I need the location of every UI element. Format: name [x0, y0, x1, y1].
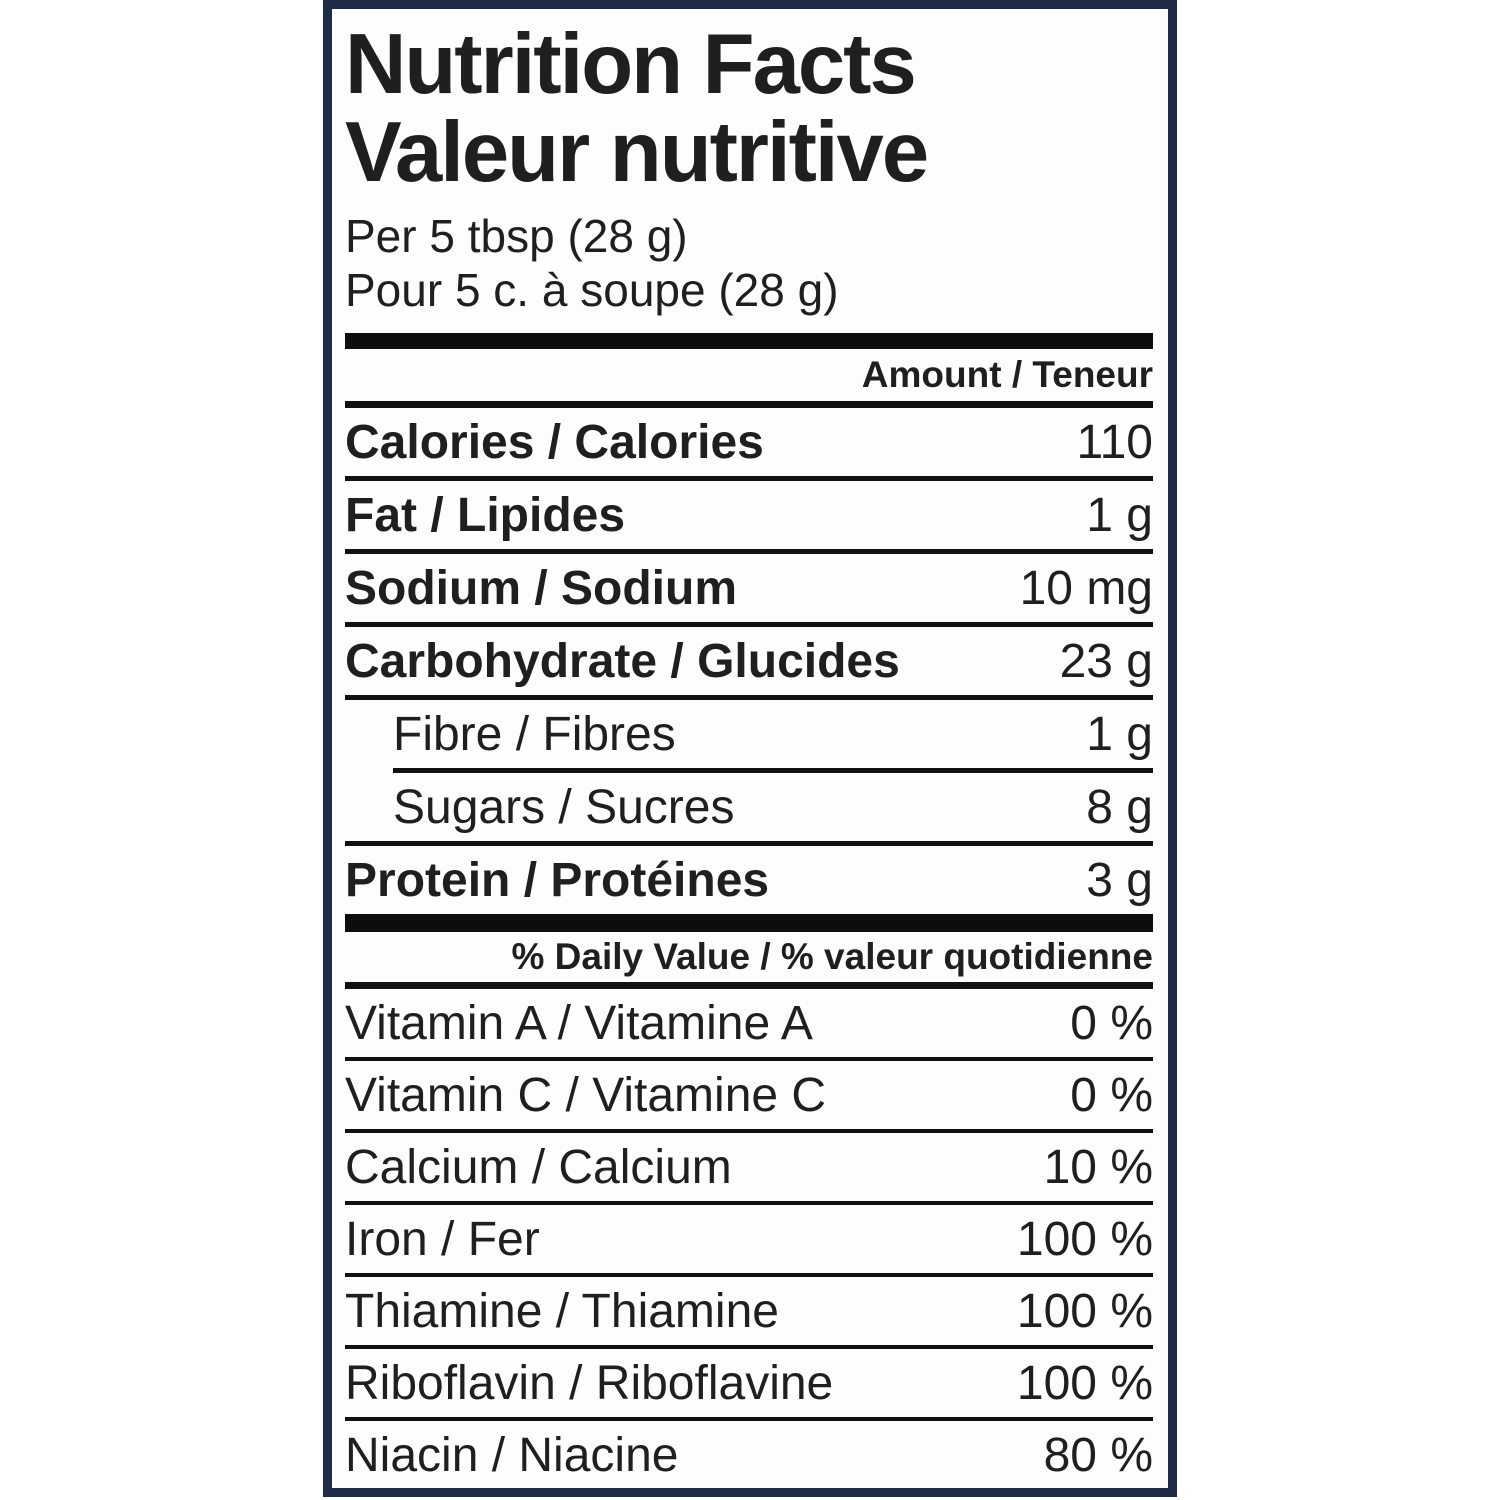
- row-sodium-label: Sodium / Sodium: [345, 561, 737, 615]
- row-vitamin-c-label: Vitamin C / Vitamine C: [345, 1068, 827, 1122]
- rule-under-daily-value-header: [345, 982, 1153, 989]
- serving-size-english: Per 5 tbsp (28 g): [345, 210, 688, 262]
- row-thiamine-label: Thiamine / Thiamine: [345, 1284, 779, 1338]
- row-thiamine-value: 100 %: [1016, 1284, 1153, 1338]
- rule: [345, 841, 1153, 846]
- serving-size-french: Pour 5 c. à soupe (28 g): [345, 264, 839, 316]
- row-sodium-value: 10 mg: [1019, 561, 1153, 615]
- row-riboflavin: Riboflavin / Riboflavine 100 %: [345, 1349, 1153, 1417]
- rule-under-amount-header: [345, 401, 1153, 408]
- row-calories-label: Calories / Calories: [345, 415, 764, 469]
- rule: [345, 1057, 1153, 1061]
- row-fat: Fat / Lipides 1 g: [345, 481, 1153, 549]
- row-protein-value: 3 g: [1086, 853, 1153, 907]
- rule: [345, 1201, 1153, 1205]
- rule: [345, 695, 1153, 700]
- row-sugars-label: Sugars / Sucres: [393, 780, 735, 834]
- row-fat-label: Fat / Lipides: [345, 488, 626, 542]
- row-vitamin-a-label: Vitamin A / Vitamine A: [345, 996, 813, 1050]
- row-niacin-label: Niacin / Niacine: [345, 1428, 679, 1482]
- row-vitamin-a: Vitamin A / Vitamine A 0 %: [345, 989, 1153, 1057]
- row-riboflavin-label: Riboflavin / Riboflavine: [345, 1356, 834, 1410]
- rule: [345, 1345, 1153, 1349]
- row-sodium: Sodium / Sodium 10 mg: [345, 554, 1153, 622]
- row-protein: Protein / Protéines 3 g: [345, 846, 1153, 914]
- row-fibre-value: 1 g: [1086, 707, 1153, 761]
- row-sugars-value: 8 g: [1086, 780, 1153, 834]
- row-calcium-value: 10 %: [1043, 1140, 1153, 1194]
- section-bar-daily-value: [345, 914, 1153, 932]
- daily-value-column-header: % Daily Value / % valeur quotidienne: [511, 936, 1153, 977]
- rule: [345, 549, 1153, 554]
- rule: [345, 1273, 1153, 1277]
- row-vitamin-a-value: 0 %: [1070, 996, 1153, 1050]
- row-riboflavin-value: 100 %: [1016, 1356, 1153, 1410]
- rule-indented: [393, 768, 1153, 773]
- row-iron: Iron / Fer 100 %: [345, 1205, 1153, 1273]
- row-calories-value: 110: [1076, 415, 1153, 469]
- row-niacin-value: 80 %: [1043, 1428, 1153, 1482]
- row-sugars: Sugars / Sucres 8 g: [345, 773, 1153, 841]
- title-english: Nutrition Facts: [345, 17, 917, 112]
- rule: [345, 476, 1153, 481]
- rule: [345, 622, 1153, 627]
- row-thiamine: Thiamine / Thiamine 100 %: [345, 1277, 1153, 1345]
- section-bar-amount: [345, 333, 1153, 349]
- row-niacin: Niacin / Niacine 80 %: [345, 1421, 1153, 1489]
- row-calcium: Calcium / Calcium 10 %: [345, 1133, 1153, 1201]
- nutrition-facts-label: Nutrition Facts Valeur nutritive Per 5 t…: [323, 0, 1177, 1497]
- row-carbohydrate-value: 23 g: [1059, 634, 1153, 688]
- row-iron-label: Iron / Fer: [345, 1212, 540, 1266]
- row-carbohydrate-label: Carbohydrate / Glucides: [345, 634, 900, 688]
- rule: [345, 1129, 1153, 1133]
- row-protein-label: Protein / Protéines: [345, 853, 770, 907]
- row-calories: Calories / Calories 110: [345, 408, 1153, 476]
- serving-size-block: Per 5 tbsp (28 g) Pour 5 c. à soupe (28 …: [345, 209, 1153, 317]
- row-vitamin-c: Vitamin C / Vitamine C 0 %: [345, 1061, 1153, 1129]
- row-fibre-label: Fibre / Fibres: [393, 707, 676, 761]
- row-fat-value: 1 g: [1086, 488, 1153, 542]
- amount-column-header: Amount / Teneur: [861, 354, 1153, 395]
- row-calcium-label: Calcium / Calcium: [345, 1140, 732, 1194]
- rule: [345, 1417, 1153, 1421]
- row-carbohydrate: Carbohydrate / Glucides 23 g: [345, 627, 1153, 695]
- row-iron-value: 100 %: [1016, 1212, 1153, 1266]
- row-fibre: Fibre / Fibres 1 g: [345, 700, 1153, 768]
- title-french: Valeur nutritive: [345, 105, 929, 200]
- row-vitamin-c-value: 0 %: [1070, 1068, 1153, 1122]
